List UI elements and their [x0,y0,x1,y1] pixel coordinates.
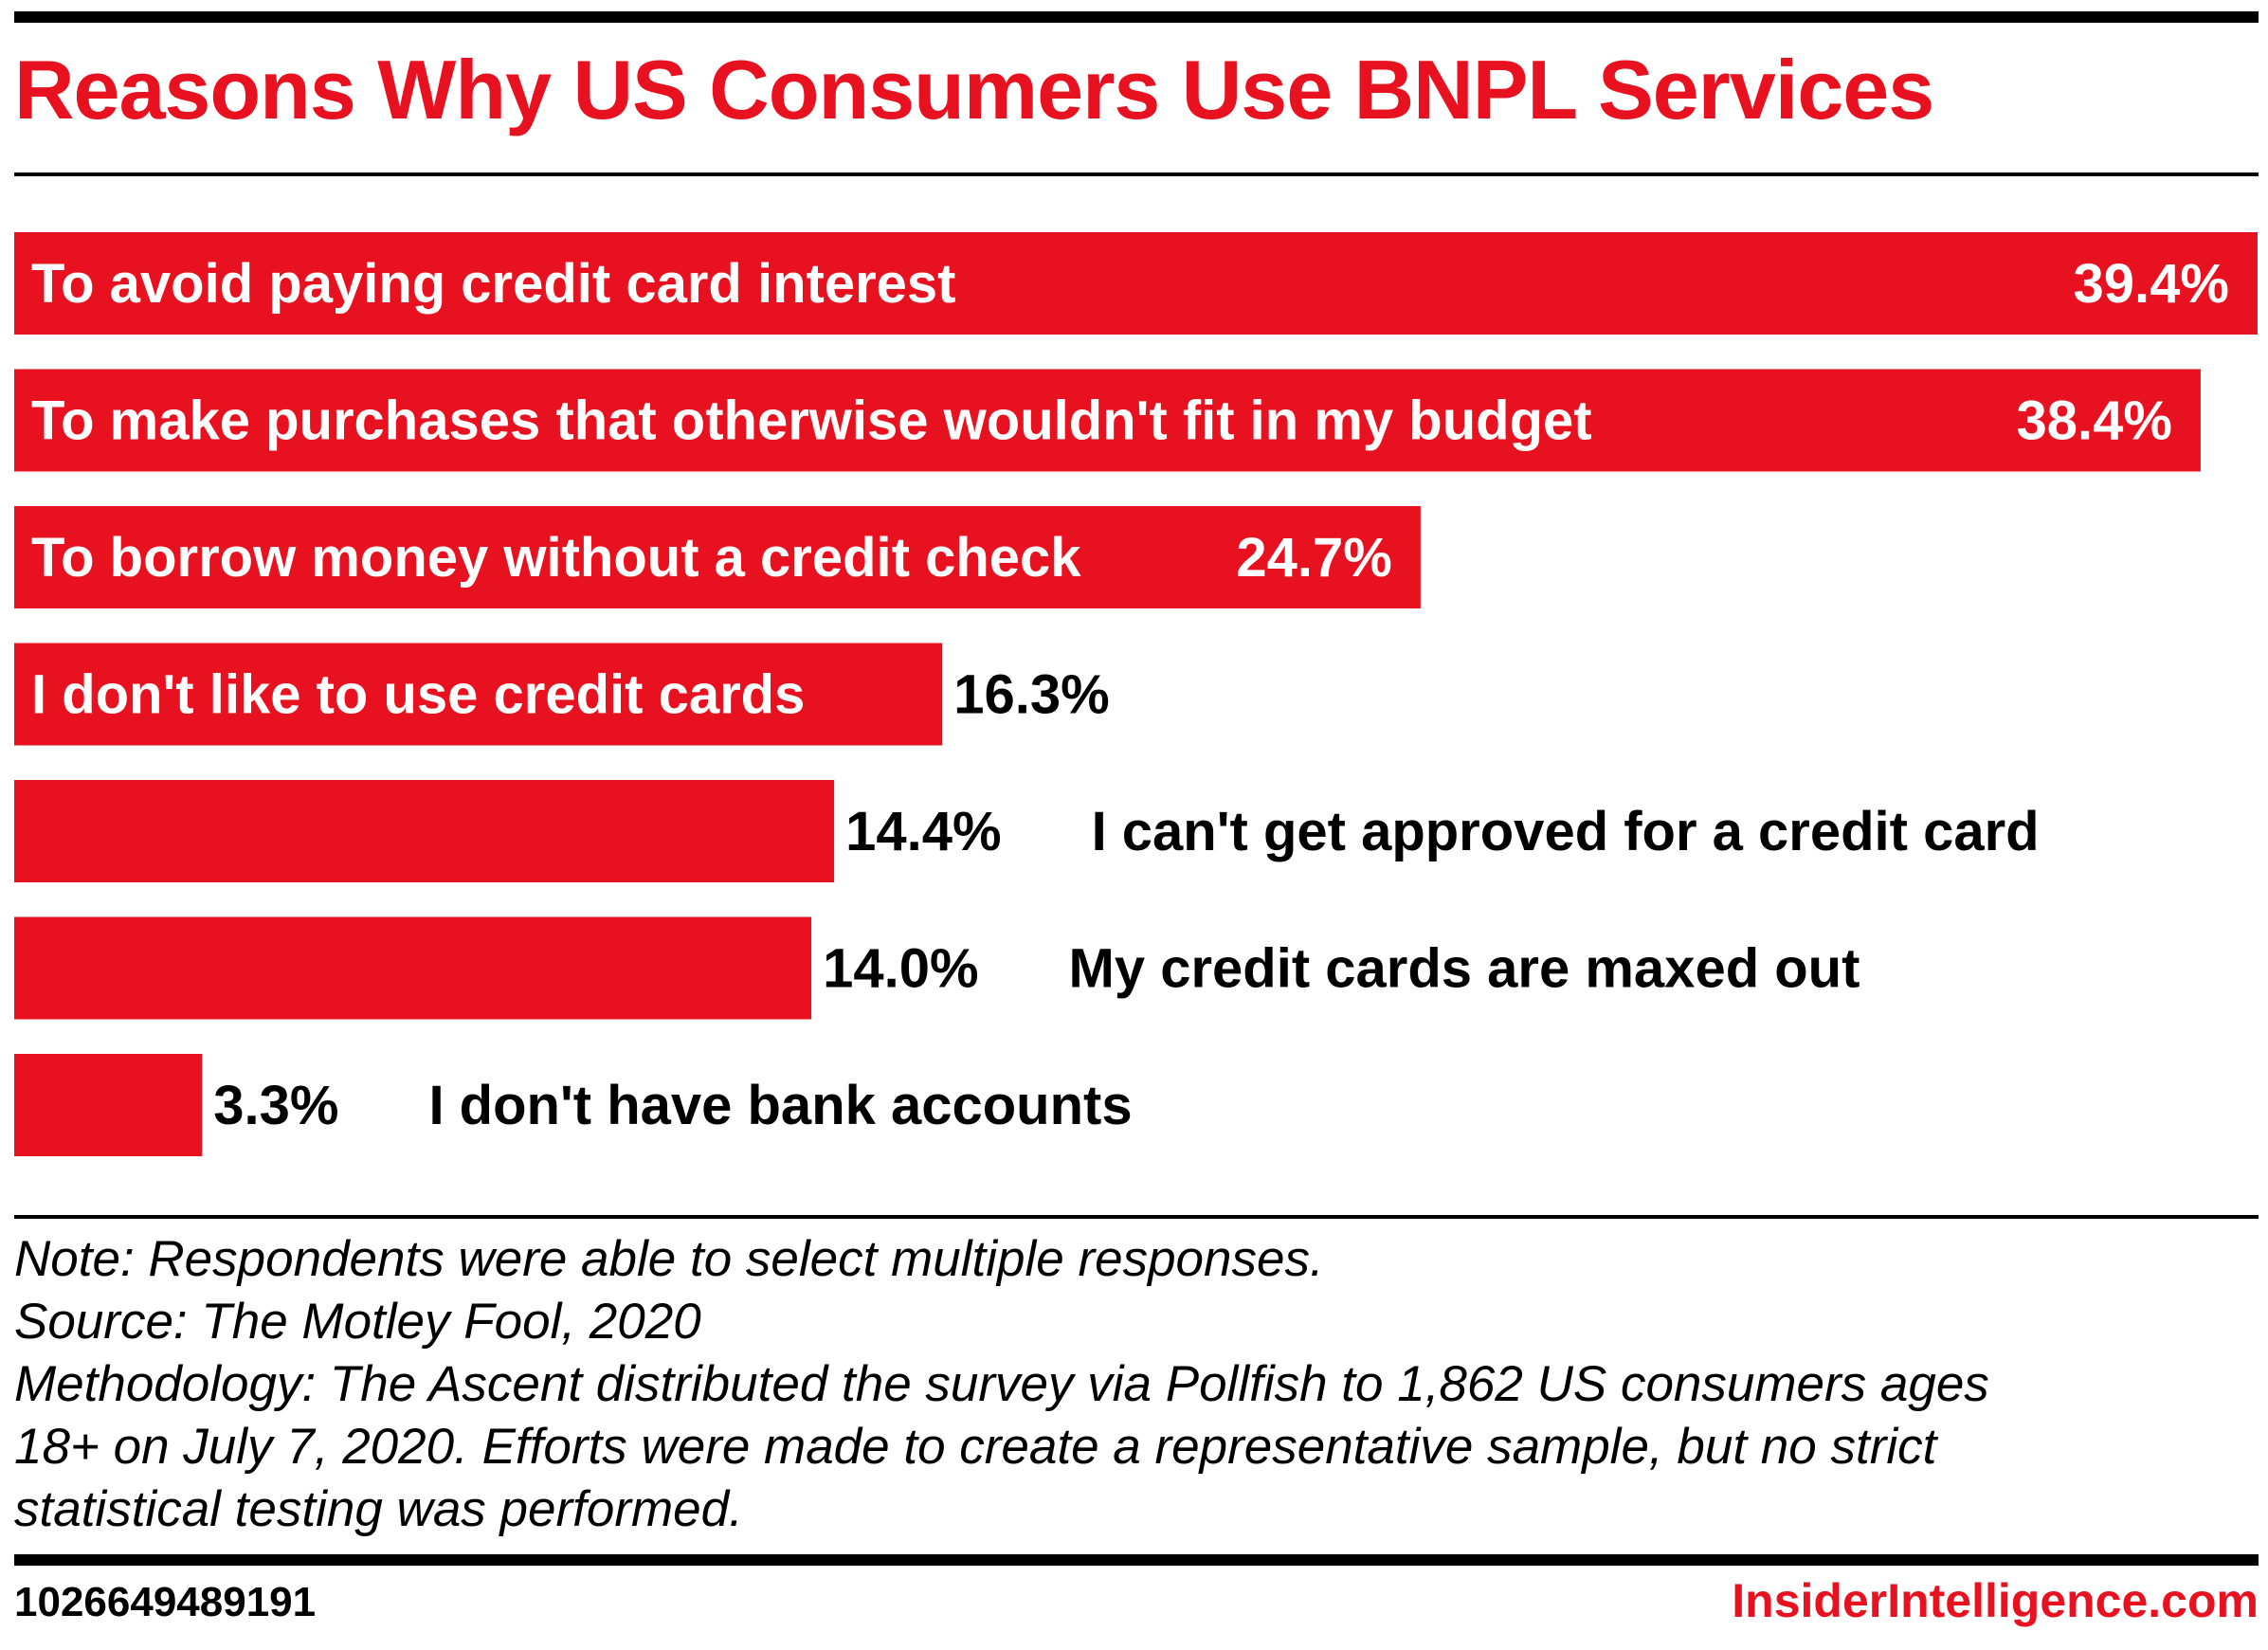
category-label-4: I don't like to use credit cards [31,664,805,726]
bar-7 [14,1054,203,1156]
chart-title: Reasons Why US Consumers Use BNPL Servic… [14,43,1934,136]
value-label-6: 14.0% [823,938,978,1000]
bar-2 [14,369,2201,472]
value-label-2: 38.4% [2016,390,2171,452]
note-text: Note: Respondents were able to select mu… [14,1231,1324,1287]
brand-link[interactable]: InsiderIntelligence.com [1732,1574,2259,1627]
bar-4 [14,643,943,746]
chart-notes: Note: Respondents were able to select mu… [14,1228,2251,1541]
value-label-3: 24.7% [1236,527,1391,589]
category-label-5: I can't get approved for a credit card [1092,801,2040,862]
methodology-line-2: 18+ on July 7, 2020. Efforts were made t… [14,1419,1937,1475]
value-label-1: 39.4% [2074,253,2229,315]
source-text: Source: The Motley Fool, 2020 [14,1294,701,1350]
value-label-4: 16.3% [953,664,1109,726]
title-rule [14,172,2259,176]
methodology-line-3: statistical testing was performed. [14,1481,743,1537]
value-label-7: 3.3% [213,1075,338,1136]
footer-rule [14,1554,2259,1566]
top-rule [14,11,2259,23]
category-label-3: To borrow money without a credit check [31,527,1081,589]
bar-1 [14,232,2258,335]
value-label-5: 14.4% [845,801,1001,862]
notes-rule [14,1215,2259,1219]
category-label-1: To avoid paying credit card interest [31,253,956,315]
bar-chart: To avoid paying credit card interest 39.4… [14,232,2258,1156]
bar-5 [14,780,835,882]
category-label-6: My credit cards are maxed out [1069,938,1860,1000]
bar-3 [14,506,1421,608]
category-label-2: To make purchases that otherwise wouldn'… [31,390,1592,452]
bar-6 [14,916,812,1020]
methodology-line-1: Methodology: The Ascent distributed the … [14,1356,1989,1412]
chart-id: 1026649489191 [14,1579,317,1625]
category-label-7: I don't have bank accounts [428,1075,1132,1136]
